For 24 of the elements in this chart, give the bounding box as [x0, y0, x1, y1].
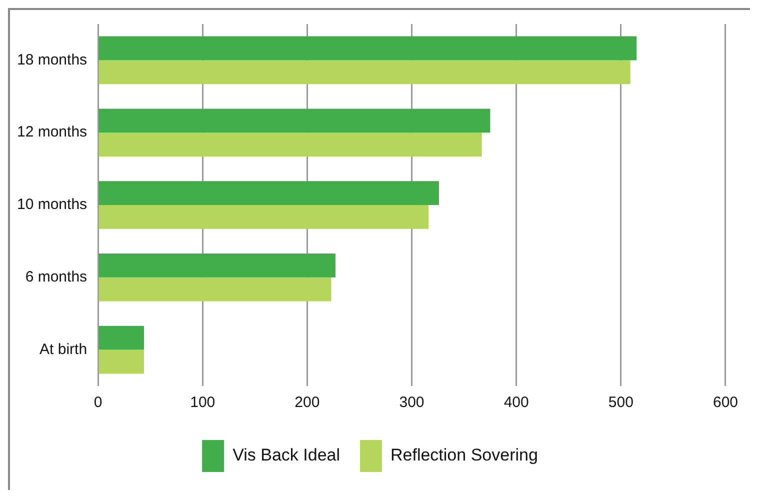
- x-tick-label: 100: [190, 394, 216, 412]
- x-tick-label: 600: [712, 394, 738, 412]
- bar: [98, 132, 482, 156]
- x-tick-label: 300: [399, 394, 424, 412]
- x-tick-label: 200: [294, 394, 320, 412]
- x-tick-label: 500: [608, 394, 634, 412]
- x-tick-label: 400: [504, 394, 529, 412]
- bar: [98, 205, 428, 229]
- legend-label: Reflection Sovering: [390, 446, 538, 465]
- bar: [98, 254, 336, 278]
- y-tick-label: 12 months: [16, 124, 88, 141]
- y-tick-label: 6 months: [25, 268, 88, 286]
- x-tick-label: 0: [94, 394, 102, 412]
- legend-label: Vis Back Ideal: [232, 446, 340, 465]
- y-tick-label: 18 months: [16, 51, 88, 68]
- y-tick-label: 10 months: [16, 196, 88, 214]
- bar: [98, 350, 144, 374]
- bar: [98, 326, 144, 350]
- bar: [98, 60, 630, 84]
- bar: [98, 108, 490, 133]
- bar: [98, 277, 332, 302]
- bar: [98, 36, 637, 60]
- y-tick-label: At birth: [40, 340, 88, 358]
- bar: [98, 181, 439, 205]
